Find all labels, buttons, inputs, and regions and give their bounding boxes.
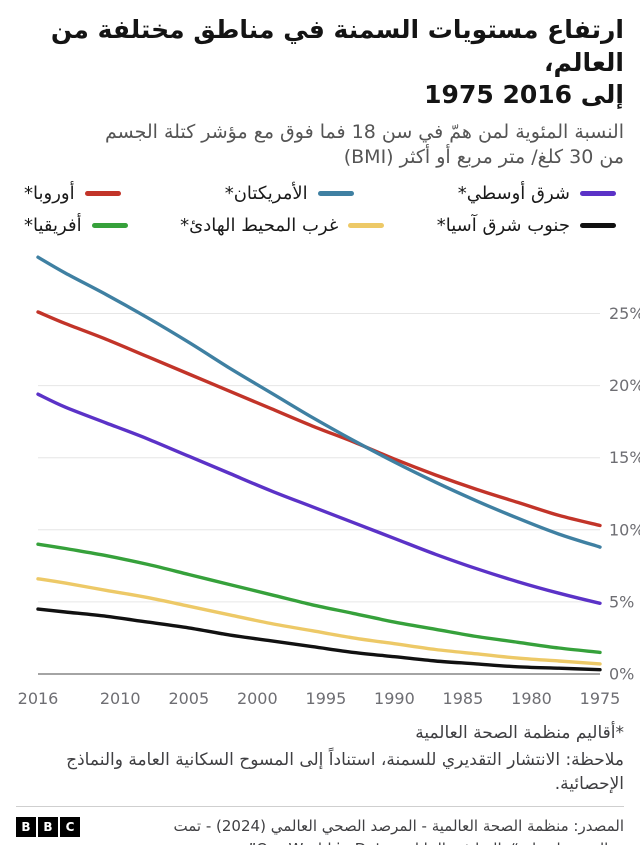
subtitle-line1: النسبة المئوية لمن همّ في سن 18 فما فوق … bbox=[105, 120, 624, 143]
legend-swatch-africa bbox=[91, 222, 128, 228]
subtitle-line2: من 30 كلغ/ متر مربع أو أكثر (BMI) bbox=[343, 146, 624, 169]
y-tick-label: 25% bbox=[609, 304, 640, 323]
legend-row-2: جنوب شرق آسيا* غرب المحيط الهادئ* أفريقي… bbox=[24, 215, 616, 236]
chart-subtitle: النسبة المئوية لمن همّ في سن 18 فما فوق … bbox=[16, 120, 624, 171]
legend-swatch-western-pacific bbox=[348, 222, 385, 228]
legend-swatch-europe bbox=[84, 190, 121, 196]
source-line2: معالجته بواسطة “عالمنا في البيانات -Our … bbox=[249, 840, 625, 845]
title-years: 1975 إلى 2016 bbox=[424, 80, 624, 109]
legend-label-africa: أفريقيا* bbox=[24, 214, 82, 236]
line-americas bbox=[36, 255, 602, 549]
who-regions-footnote: *أقاليم منظمة الصحة العالمية bbox=[415, 722, 624, 743]
legend-label-eastern-mediterranean: شرق أوسطي* bbox=[457, 182, 570, 204]
legend-label-western-pacific: غرب المحيط الهادئ* bbox=[180, 214, 339, 236]
line-chart: 0% 5% 10% 15% 20% 25% 2016 2010 2005 2000 1995 1990… bbox=[16, 246, 640, 711]
x-tick-label: 2010 bbox=[100, 689, 141, 708]
line-western-pacific bbox=[36, 576, 602, 666]
chart-legend: شرق أوسطي* الأمريكتان* أوروبا* جنوب شرق … bbox=[24, 183, 616, 236]
line-europe bbox=[36, 310, 602, 527]
note-line2: الإحصائية. bbox=[554, 773, 624, 794]
y-tick-label: 10% bbox=[609, 520, 640, 539]
bbc-logo-letter: B bbox=[38, 817, 58, 838]
legend-item-eastern-mediterranean: شرق أوسطي* bbox=[458, 183, 616, 204]
x-tick-label: 2000 bbox=[237, 689, 278, 708]
line-south-east-asia bbox=[36, 607, 602, 672]
legend-swatch-eastern-mediterranean bbox=[580, 190, 616, 196]
x-tick-label: 2005 bbox=[168, 689, 209, 708]
legend-row-1: شرق أوسطي* الأمريكتان* أوروبا* bbox=[24, 183, 616, 204]
methodology-note: ملاحظة: الانتشار التقديري للسمنة، استناد… bbox=[16, 748, 624, 796]
legend-label-americas: الأمريكتان* bbox=[224, 182, 308, 204]
x-tick-label: 1990 bbox=[374, 689, 415, 708]
legend-item-south-east-asia: جنوب شرق آسيا* bbox=[437, 215, 616, 236]
note-line1: ملاحظة: الانتشار التقديري للسمنة، استناد… bbox=[66, 749, 624, 770]
source-line1: المصدر: منظمة الصحة العالمية - المرصد ال… bbox=[173, 817, 625, 836]
y-tick-label: 5% bbox=[609, 592, 634, 611]
page-title: ارتفاع مستويات السمنة في مناطق مختلفة من… bbox=[16, 14, 624, 112]
y-tick-label: 15% bbox=[609, 448, 640, 467]
bbc-logo: B B C bbox=[16, 817, 80, 838]
x-tick-label: 1980 bbox=[511, 689, 552, 708]
legend-swatch-americas bbox=[317, 190, 354, 196]
bbc-logo-letter: B bbox=[16, 817, 36, 838]
legend-label-south-east-asia: جنوب شرق آسيا* bbox=[436, 214, 570, 236]
chart-canvas: 0% 5% 10% 15% 20% 25% 2016 2010 2005 2000 1995 1990… bbox=[18, 255, 640, 708]
y-tick-label: 20% bbox=[609, 376, 640, 395]
bbc-logo-letter: C bbox=[60, 817, 80, 838]
legend-item-africa: أفريقيا* bbox=[24, 215, 128, 236]
x-tick-label: 1995 bbox=[306, 689, 347, 708]
legend-item-americas: الأمريكتان* bbox=[225, 183, 354, 204]
x-tick-label: 1985 bbox=[443, 689, 484, 708]
y-tick-label: 0% bbox=[609, 664, 634, 683]
footer: المصدر: منظمة الصحة العالمية - المرصد ال… bbox=[16, 806, 624, 845]
legend-label-europe: أوروبا* bbox=[24, 182, 75, 204]
legend-item-europe: أوروبا* bbox=[24, 183, 121, 204]
x-tick-label: 2016 bbox=[18, 689, 59, 708]
x-tick-label: 1975 bbox=[580, 689, 621, 708]
source-text: المصدر: منظمة الصحة العالمية - المرصد ال… bbox=[174, 815, 625, 845]
title-line1: ارتفاع مستويات السمنة في مناطق مختلفة من… bbox=[50, 15, 624, 77]
line-africa bbox=[36, 542, 602, 654]
line-eastern-mediterranean bbox=[36, 392, 602, 605]
legend-item-western-pacific: غرب المحيط الهادئ* bbox=[180, 214, 385, 236]
legend-swatch-south-east-asia bbox=[580, 222, 616, 228]
